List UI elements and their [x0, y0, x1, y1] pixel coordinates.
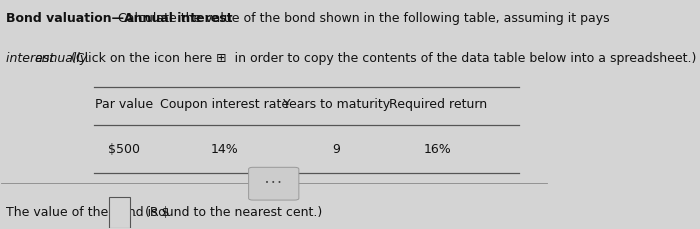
Text: • • •: • • • — [265, 180, 282, 186]
Text: Par value: Par value — [94, 98, 153, 111]
Text: 9: 9 — [332, 143, 340, 156]
Text: Required return: Required return — [389, 98, 486, 111]
Text: (Click on the icon here ⊞  in order to copy the contents of the data table below: (Click on the icon here ⊞ in order to co… — [66, 52, 696, 65]
Text: The value of the bond is $: The value of the bond is $ — [6, 206, 170, 219]
Text: annually.: annually. — [34, 52, 91, 65]
Text: .  (Round to the nearest cent.): . (Round to the nearest cent.) — [134, 206, 323, 219]
Text: Bond valuation—Annual interest: Bond valuation—Annual interest — [6, 12, 232, 25]
Text: $500: $500 — [108, 143, 139, 156]
Text: 14%: 14% — [211, 143, 239, 156]
Text: interest: interest — [6, 52, 58, 65]
Text: 16%: 16% — [424, 143, 452, 156]
Text: Calculate the value of the bond shown in the following table, assuming it pays: Calculate the value of the bond shown in… — [118, 12, 610, 25]
Text: Coupon interest rate: Coupon interest rate — [160, 98, 289, 111]
FancyBboxPatch shape — [248, 167, 299, 200]
FancyBboxPatch shape — [108, 197, 130, 228]
Text: Years to maturity: Years to maturity — [283, 98, 390, 111]
